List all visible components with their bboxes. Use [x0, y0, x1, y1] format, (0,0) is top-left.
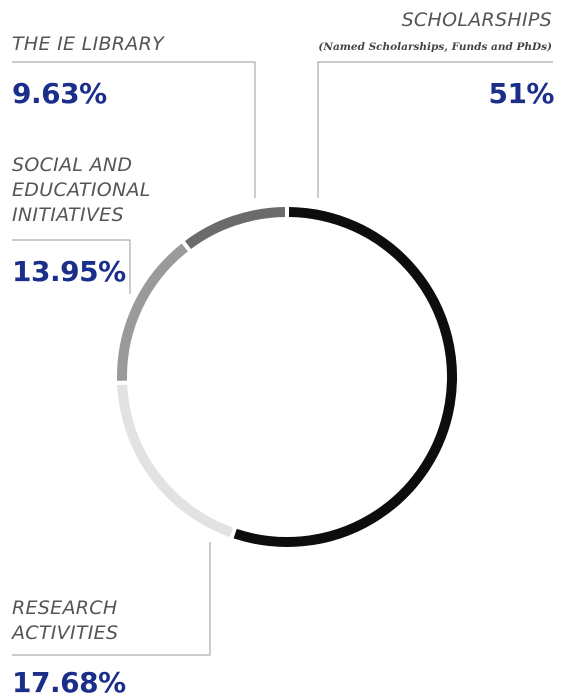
- arc-research: [117, 384, 234, 538]
- connector-research: [12, 542, 211, 656]
- connector-social-educational: [12, 239, 131, 294]
- label-ie-library: THE IE LIBRARY: [12, 33, 165, 55]
- connector-lines: [12, 61, 553, 656]
- value-research: 17.68%: [12, 666, 126, 699]
- arc-ie-library: [184, 207, 286, 250]
- value-scholarships: 51%: [488, 77, 554, 110]
- sublabel-scholarships: (Named Scholarships, Funds and PhDs): [318, 41, 552, 53]
- value-ie-library: 9.63%: [12, 77, 107, 110]
- donut-arcs: [117, 207, 457, 547]
- arc-social-educational: [117, 243, 188, 381]
- arc-scholarships: [233, 207, 457, 547]
- connector-ie-library: [12, 61, 256, 198]
- value-social-educational: 13.95%: [12, 255, 126, 288]
- label-research: RESEARCH ACTIVITIES: [12, 597, 119, 644]
- connector-scholarships: [317, 61, 553, 198]
- label-scholarships: SCHOLARSHIPS: [401, 9, 552, 31]
- label-social-educational: SOCIAL AND EDUCATIONAL INITIATIVES: [12, 154, 151, 226]
